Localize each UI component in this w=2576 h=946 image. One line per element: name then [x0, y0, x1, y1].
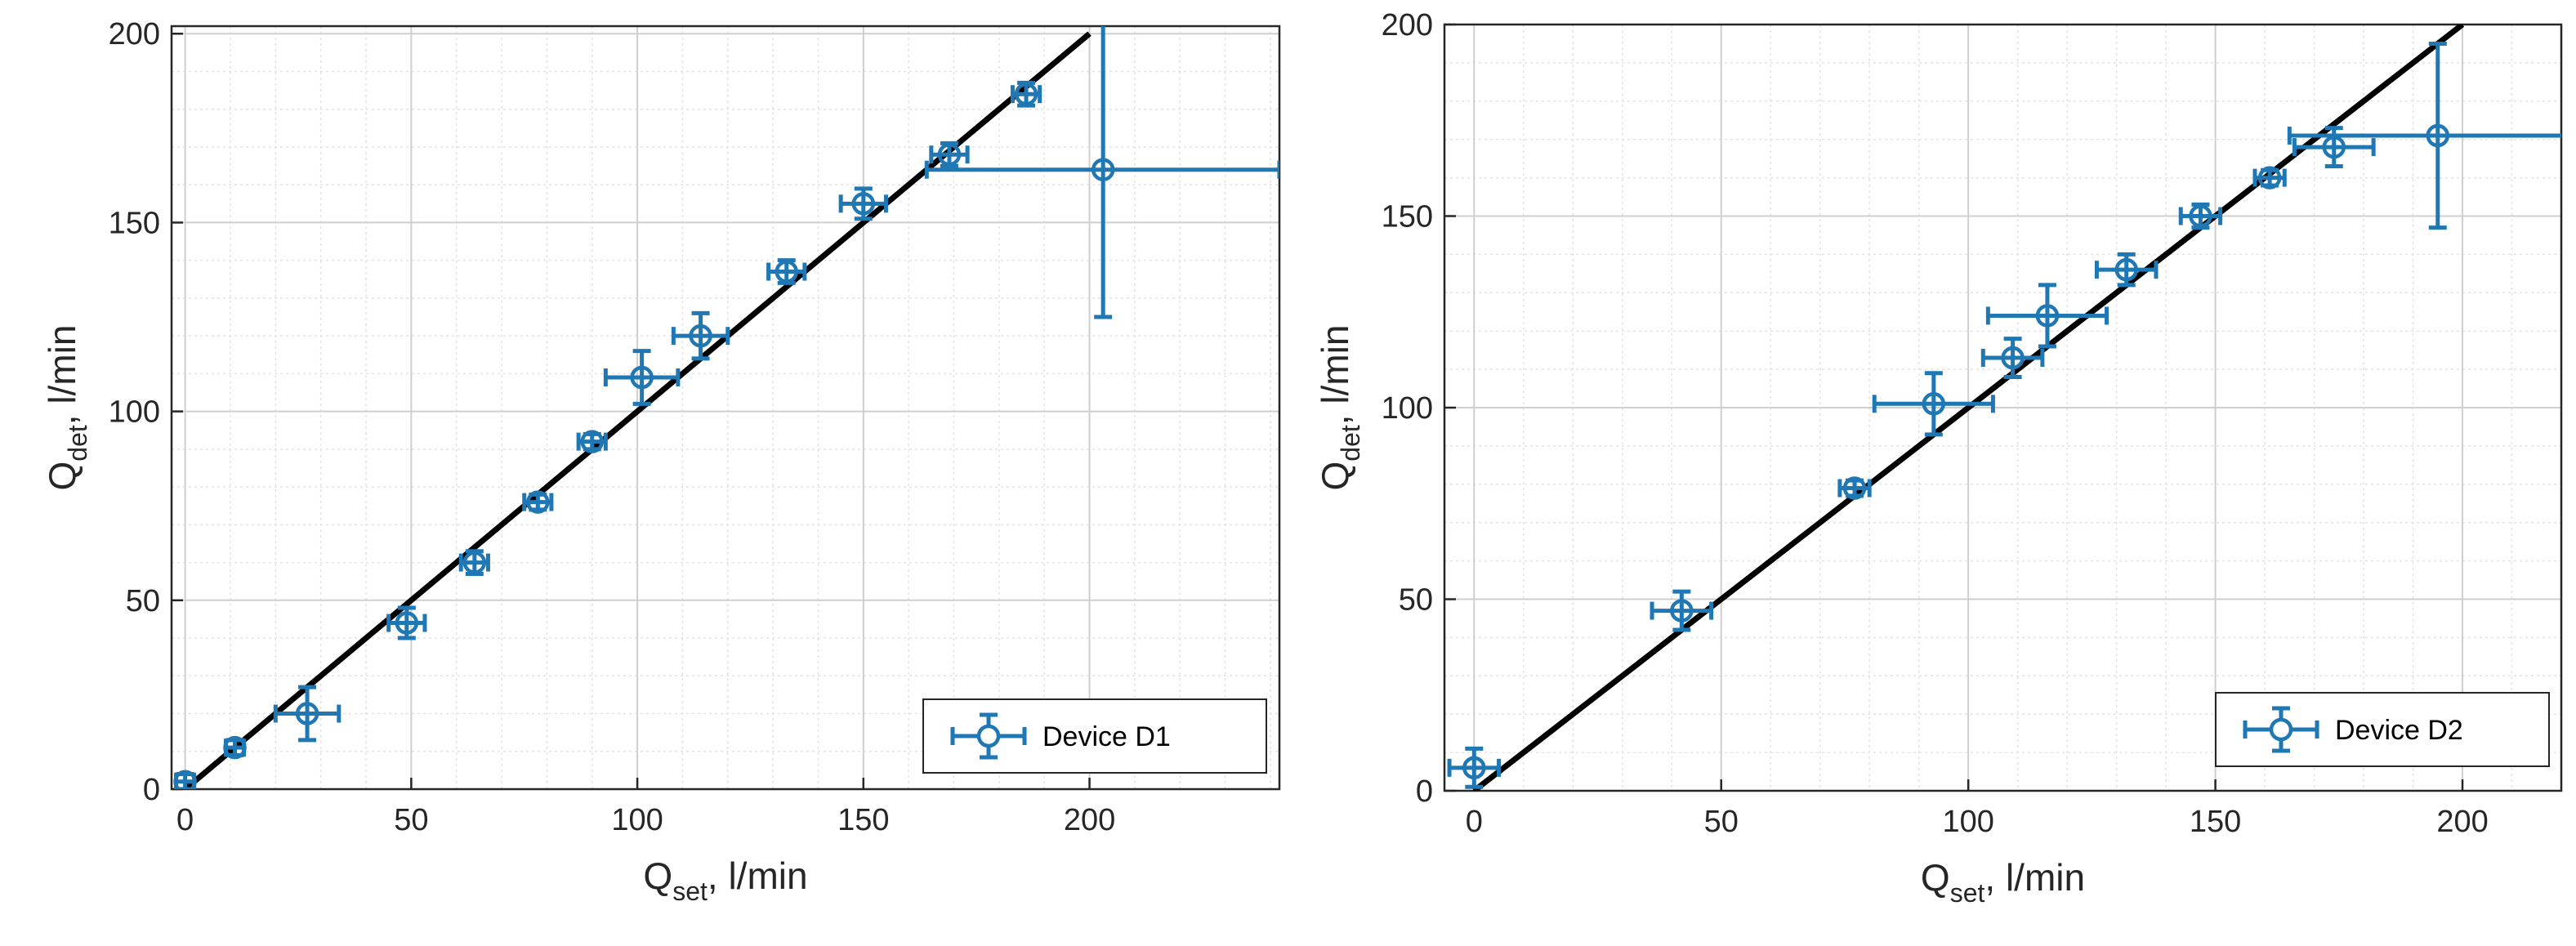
plot-contents	[173, 26, 1279, 789]
point-marker	[1014, 82, 1038, 106]
point-marker	[851, 192, 876, 216]
chart-panel-2: 0 50 100 150 200 0 50 100 150 200 Qset, l/min Qdet,…	[1314, 8, 2563, 908]
point-marker	[1091, 158, 1115, 181]
point-marker	[462, 551, 487, 574]
data-point	[2252, 166, 2287, 190]
legend-marker	[2269, 717, 2293, 742]
point-marker	[689, 324, 712, 348]
data-point	[273, 685, 342, 743]
reference-line-y-equals-x	[183, 31, 1092, 789]
y-axis-label: Qdet, l/min	[1314, 325, 1365, 491]
plot-contents	[1447, 25, 2561, 791]
legend: Device D2	[2215, 692, 2550, 767]
x-tick-label: 0	[176, 803, 194, 837]
x-tick-label: 50	[1704, 805, 1739, 839]
point-marker	[630, 365, 654, 390]
point-marker	[1922, 392, 1946, 416]
data-point	[522, 490, 554, 514]
point-marker	[2257, 166, 2282, 190]
legend-label: Device D1	[1042, 721, 1171, 752]
y-tick-label: 0	[1416, 774, 1433, 809]
point-marker	[937, 142, 962, 167]
y-tick-label: 50	[126, 584, 160, 618]
data-point	[1985, 283, 2109, 349]
plot-area	[172, 26, 1279, 789]
data-point	[2178, 202, 2223, 230]
x-tick-label: 100	[1942, 805, 1993, 839]
x-tick-label: 50	[394, 803, 428, 837]
x-axis-label: Qset, l/min	[643, 855, 807, 906]
data-point	[603, 349, 681, 406]
data-point	[1650, 589, 1714, 632]
point-marker	[775, 260, 798, 283]
x-tick-label: 200	[2436, 805, 2488, 839]
data-point	[766, 258, 807, 285]
data-point	[2094, 252, 2159, 288]
data-point	[671, 310, 730, 361]
y-tick-label: 200	[109, 17, 160, 51]
chart-panel-1: 0 50 100 150 200 0 50 100 150 200 Qset, l/min Qdet,…	[41, 17, 1281, 906]
point-marker	[173, 770, 197, 789]
y-axis-label: Qdet, l/min	[41, 325, 92, 491]
reference-line-y-equals-x	[1472, 25, 2465, 791]
axes-box	[170, 25, 1281, 791]
data-point	[1872, 371, 1995, 437]
data-point	[1837, 476, 1872, 500]
y-tick-label: 0	[143, 773, 160, 807]
point-marker	[1670, 599, 1694, 622]
point-marker	[295, 702, 319, 725]
x-axis-label: Qset, l/min	[1921, 856, 2085, 908]
point-marker	[395, 611, 419, 635]
point-marker	[580, 430, 604, 453]
x-tick-label: 150	[2190, 805, 2241, 839]
data-point	[576, 430, 608, 453]
point-marker	[1462, 756, 1486, 780]
point-marker	[2035, 304, 2060, 328]
point-marker	[2001, 346, 2025, 370]
point-marker	[1842, 476, 1867, 500]
point-marker	[223, 735, 247, 760]
y-tick-label: 100	[109, 395, 160, 430]
data-point	[929, 141, 970, 168]
data-point	[838, 186, 888, 221]
y-tick-label: 150	[109, 206, 160, 240]
point-marker	[2114, 257, 2138, 282]
point-marker	[2189, 204, 2212, 228]
data-point	[1010, 80, 1042, 108]
y-tick-label: 150	[1382, 200, 1433, 234]
legend-label: Device D2	[2335, 715, 2463, 746]
legend-marker	[976, 724, 1001, 748]
x-tick-label: 150	[837, 803, 889, 837]
x-tick-label: 100	[611, 803, 663, 837]
point-marker	[526, 490, 550, 514]
data-point	[2287, 41, 2561, 230]
y-tick-label: 200	[1382, 8, 1433, 42]
y-tick-label: 100	[1382, 391, 1433, 426]
data-point	[1447, 746, 1502, 789]
x-tick-label: 0	[1466, 805, 1483, 839]
data-point	[223, 735, 247, 760]
x-tick-label: 200	[1064, 803, 1115, 837]
point-marker	[2426, 123, 2450, 148]
data-point	[924, 26, 1279, 319]
data-point	[1980, 337, 2045, 379]
data-point	[386, 605, 427, 640]
y-tick-label: 50	[1399, 583, 1433, 618]
data-point	[173, 770, 197, 789]
data-point	[458, 549, 490, 576]
legend: Device D1	[922, 698, 1267, 774]
